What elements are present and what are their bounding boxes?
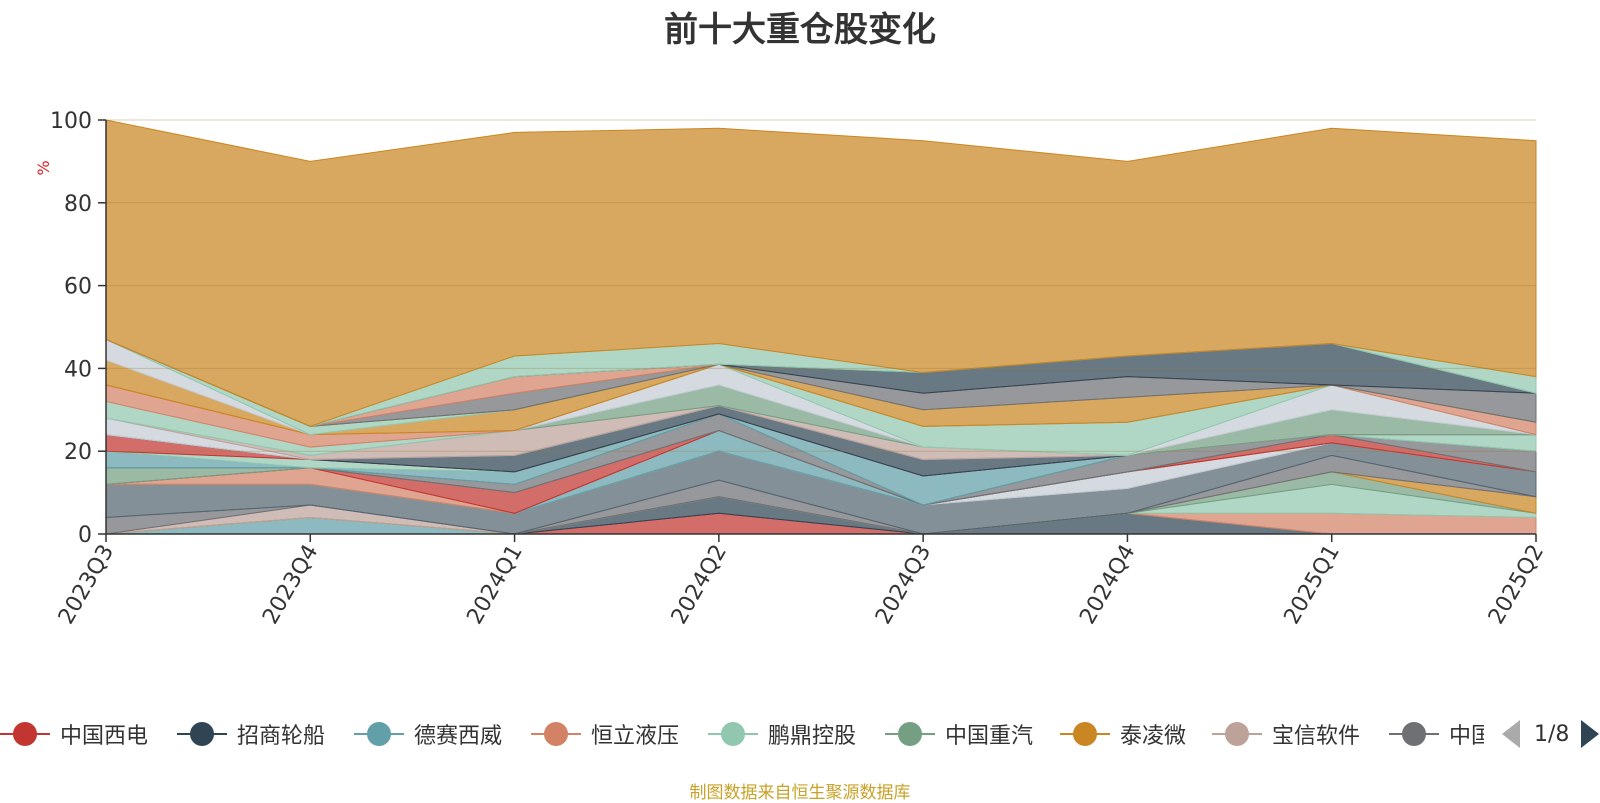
x-tick-label-2024Q4: 2024Q4 bbox=[1075, 541, 1140, 629]
y-axis-label: % bbox=[34, 160, 53, 175]
legend-label: 中国西电 bbox=[60, 724, 149, 749]
legend-marker-icon bbox=[1060, 721, 1110, 747]
x-tick-label-2025Q2: 2025Q2 bbox=[1484, 541, 1549, 629]
y-tick-label-80: 80 bbox=[64, 192, 92, 217]
legend-label: 泰凌微 bbox=[1120, 724, 1187, 749]
legend-item[interactable]: 宝信软件 bbox=[1212, 716, 1360, 752]
stacked-area-chart: 0 20 40 60 80 100 2023Q3 2023Q4 2024Q1 2024Q2 2024… bbox=[34, 109, 1549, 629]
legend-label: 鹏鼎控股 bbox=[768, 724, 857, 749]
source-note: 制图数据来自恒生聚源数据库 bbox=[689, 783, 911, 803]
legend-label: 德赛西威 bbox=[414, 724, 503, 749]
grid-lines bbox=[106, 119, 1536, 452]
legend-items: 中国西电 招商轮船 德赛西威 恒立液压 鹏鼎控股 中国重汽 泰凌微 宝信软件 中国 bbox=[0, 716, 1484, 752]
legend-label: 宝信软件 bbox=[1272, 724, 1361, 749]
legend-marker-icon bbox=[531, 721, 581, 747]
legend-item[interactable]: 中国西电 bbox=[0, 716, 148, 752]
legend-marker-icon bbox=[0, 721, 50, 747]
chart-title: 前十大重仓股变化 bbox=[664, 10, 936, 50]
series-areas bbox=[105, 119, 1537, 535]
legend: 中国西电 招商轮船 德赛西威 恒立液压 鹏鼎控股 中国重汽 泰凌微 宝信软件 中国 bbox=[0, 716, 1600, 752]
x-tick-label-2024Q3: 2024Q3 bbox=[871, 541, 936, 629]
legend-item[interactable]: 泰凌微 bbox=[1060, 716, 1186, 752]
legend-label: 中国 bbox=[1449, 724, 1484, 749]
legend-marker-icon bbox=[1389, 721, 1439, 747]
legend-marker-icon bbox=[354, 721, 404, 747]
legend-item[interactable]: 恒立液压 bbox=[531, 716, 679, 752]
x-tick-label-2023Q3: 2023Q3 bbox=[54, 541, 119, 629]
series-area-34 bbox=[105, 119, 1537, 427]
x-tick-label-2025Q1: 2025Q1 bbox=[1280, 541, 1345, 629]
legend-marker-icon bbox=[708, 721, 758, 747]
legend-item[interactable]: 鹏鼎控股 bbox=[708, 716, 856, 752]
legend-label: 招商轮船 bbox=[237, 724, 326, 749]
legend-item[interactable]: 中国 bbox=[1389, 716, 1484, 752]
y-tick-label-60: 60 bbox=[64, 275, 92, 300]
legend-label: 恒立液压 bbox=[591, 724, 680, 749]
legend-label: 中国重汽 bbox=[945, 724, 1034, 749]
x-tick-label-2024Q1: 2024Q1 bbox=[462, 541, 527, 629]
pager-indicator: 1/8 bbox=[1534, 721, 1570, 747]
legend-marker-icon bbox=[1212, 721, 1262, 747]
legend-item[interactable]: 招商轮船 bbox=[177, 716, 325, 752]
legend-marker-icon bbox=[177, 721, 227, 747]
y-tick-label-40: 40 bbox=[64, 357, 92, 382]
y-tick-label-20: 20 bbox=[64, 440, 92, 465]
legend-item[interactable]: 德赛西威 bbox=[354, 716, 502, 752]
pager-prev-icon[interactable] bbox=[1502, 720, 1520, 748]
legend-marker-icon bbox=[885, 721, 935, 747]
pager-next-icon[interactable] bbox=[1581, 720, 1600, 748]
legend-pager: 1/8 bbox=[1502, 716, 1600, 752]
x-tick-label-2023Q4: 2023Q4 bbox=[258, 541, 323, 629]
x-tick-label-2024Q2: 2024Q2 bbox=[667, 541, 732, 629]
y-tick-label-0: 0 bbox=[78, 523, 92, 548]
y-tick-label-100: 100 bbox=[50, 109, 92, 134]
legend-item[interactable]: 中国重汽 bbox=[885, 716, 1033, 752]
